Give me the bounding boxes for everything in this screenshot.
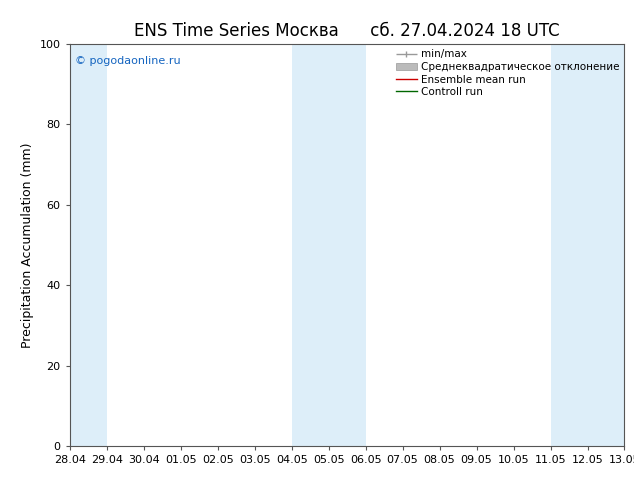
Text: © pogodaonline.ru: © pogodaonline.ru [75,56,181,66]
Bar [588,44,624,446]
Legend: min/max, Среднеквадратическое отклонение, Ensemble mean run, Controll run: min/max, Среднеквадратическое отклонение… [394,47,621,99]
Bar [70,44,107,446]
Y-axis label: Precipitation Accumulation (mm): Precipitation Accumulation (mm) [21,142,34,348]
Title: ENS Time Series Москва      сб. 27.04.2024 18 UTC: ENS Time Series Москва сб. 27.04.2024 18… [134,22,560,40]
Bar [292,44,328,446]
Bar [328,44,366,446]
Bar [550,44,588,446]
